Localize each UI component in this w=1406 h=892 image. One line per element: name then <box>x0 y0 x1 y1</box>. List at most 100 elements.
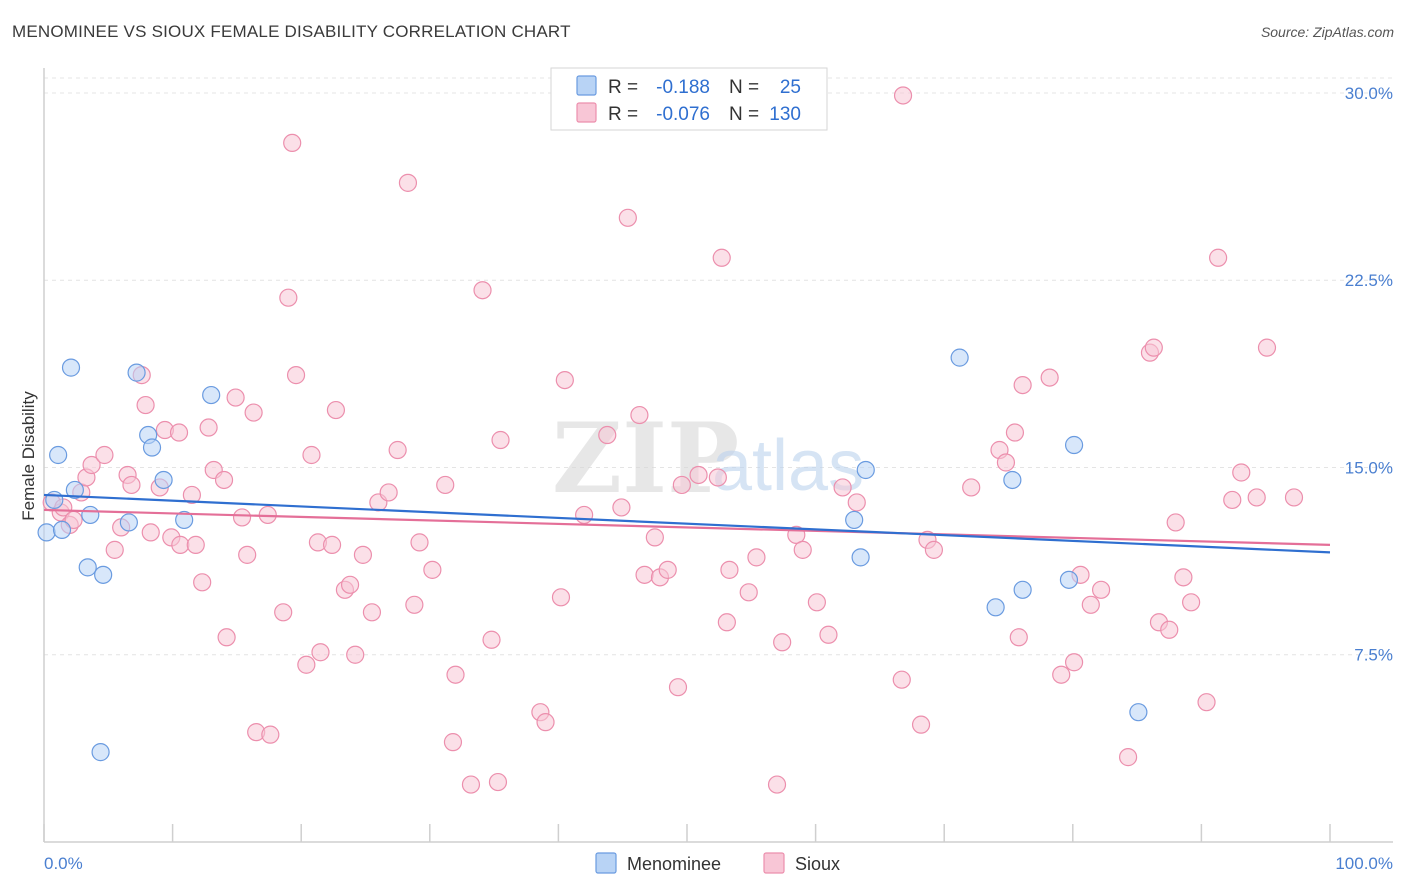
sioux-point-48 <box>346 645 365 664</box>
menominee-point-15 <box>202 385 221 405</box>
sioux-point-72 <box>618 208 637 227</box>
menominee-points <box>37 348 1148 762</box>
sioux-point-64 <box>491 430 510 450</box>
sioux-point-70 <box>598 425 617 445</box>
sioux-point-8 <box>95 445 114 465</box>
sioux-point-49 <box>362 603 382 622</box>
sioux-point-54 <box>405 595 424 614</box>
sioux-point-114 <box>1144 338 1163 357</box>
sioux-point-100 <box>962 478 981 497</box>
sioux-point-24 <box>199 418 218 437</box>
sioux-point-68 <box>555 370 574 390</box>
legend-swatch-menominee <box>576 75 597 96</box>
watermark: ZIP atlas <box>552 402 864 515</box>
sioux-point-87 <box>767 775 787 794</box>
sioux-point-26 <box>214 470 234 490</box>
sioux-point-9 <box>105 540 124 559</box>
legend-swatch-sioux <box>576 102 597 123</box>
y-tick-labels: 7.5% 15.0% 22.5% 30.0% <box>1345 84 1393 665</box>
sioux-point-95 <box>892 670 911 689</box>
menominee-point-8 <box>94 565 113 584</box>
sioux-point-15 <box>141 523 160 542</box>
menominee-point-4 <box>61 358 81 377</box>
sioux-point-66 <box>536 713 555 732</box>
sioux-point-55 <box>410 533 429 552</box>
menominee-point-17 <box>845 510 864 530</box>
sioux-point-117 <box>1166 513 1185 532</box>
gridlines <box>44 77 1393 656</box>
sioux-point-80 <box>689 465 708 485</box>
sioux-point-36 <box>279 288 298 307</box>
menominee-point-1 <box>45 490 64 510</box>
sioux-point-77 <box>658 560 677 579</box>
y-tick-label-3: 30.0% <box>1345 84 1393 103</box>
legend-n-value-menominee: 25 <box>780 77 801 98</box>
sioux-point-107 <box>1052 665 1071 684</box>
menominee-point-10 <box>127 363 146 382</box>
sioux-point-124 <box>1247 488 1266 507</box>
menominee-point-2 <box>49 445 68 465</box>
sioux-point-81 <box>708 468 727 487</box>
axes <box>43 68 1393 843</box>
bottom-legend-swatch-sioux <box>763 852 785 874</box>
menominee-point-18 <box>851 548 870 567</box>
sioux-point-29 <box>232 508 252 527</box>
sioux-point-92 <box>819 625 838 644</box>
sioux-point-57 <box>436 475 455 495</box>
legend-n-label-sioux: N = <box>729 104 759 125</box>
sioux-point-47 <box>353 545 373 564</box>
sioux-point-102 <box>996 453 1016 472</box>
legend-r-value-menominee: -0.188 <box>656 77 710 98</box>
sioux-point-93 <box>833 478 852 497</box>
sioux-point-106 <box>1040 368 1059 387</box>
sioux-point-83 <box>717 613 736 632</box>
legend-r-label-menominee: R = <box>608 77 638 98</box>
sioux-point-44 <box>326 400 346 420</box>
sioux-point-63 <box>488 772 508 792</box>
menominee-trend-line <box>43 493 1331 554</box>
sioux-point-103 <box>1005 423 1025 442</box>
sioux-point-119 <box>1182 593 1201 612</box>
bottom-legend-label-sioux: Sioux <box>795 854 840 874</box>
sioux-point-22 <box>186 535 205 554</box>
sioux-point-12 <box>122 475 141 495</box>
menominee-point-6 <box>78 558 97 577</box>
legend-r-value-sioux: -0.076 <box>656 104 710 125</box>
sioux-point-19 <box>169 423 189 442</box>
sioux-point-14 <box>136 395 155 415</box>
menominee-point-5 <box>65 480 84 500</box>
sioux-point-123 <box>1232 463 1251 482</box>
correlation-legend: R = -0.188 N = 25 R = -0.076 N = 130 <box>550 67 828 131</box>
sioux-point-21 <box>182 485 201 505</box>
menominee-point-23 <box>986 598 1005 617</box>
sioux-point-35 <box>274 603 293 622</box>
sioux-point-108 <box>1064 653 1084 672</box>
sioux-point-75 <box>645 528 664 547</box>
x-ticks <box>43 824 1331 842</box>
sioux-point-30 <box>238 545 257 564</box>
sioux-point-120 <box>1197 693 1216 712</box>
y-axis-title: Female Disability <box>19 391 38 521</box>
sioux-point-121 <box>1209 248 1228 267</box>
sioux-point-104 <box>1009 628 1028 647</box>
sioux-point-88 <box>773 633 792 652</box>
sioux-point-73 <box>630 405 649 425</box>
sioux-point-58 <box>446 665 465 684</box>
sioux-point-40 <box>302 445 321 465</box>
sioux-point-126 <box>1284 488 1304 507</box>
y-tick-label-1: 15.0% <box>1345 458 1393 477</box>
sioux-point-43 <box>322 535 342 554</box>
menominee-point-22 <box>1003 470 1022 490</box>
sioux-point-78 <box>668 678 688 697</box>
menominee-point-19 <box>856 460 875 480</box>
sioux-point-74 <box>635 565 654 584</box>
sioux-trend-line <box>43 508 1331 546</box>
sioux-point-27 <box>217 628 236 647</box>
chart-title: MENOMINEE VS SIOUX FEMALE DISABILITY COR… <box>12 22 571 41</box>
sioux-point-61 <box>473 281 492 300</box>
sioux-point-116 <box>1160 620 1179 639</box>
sioux-point-38 <box>286 366 306 385</box>
sioux-point-91 <box>807 593 826 612</box>
sioux-point-86 <box>747 548 766 567</box>
sioux-point-82 <box>712 248 731 267</box>
